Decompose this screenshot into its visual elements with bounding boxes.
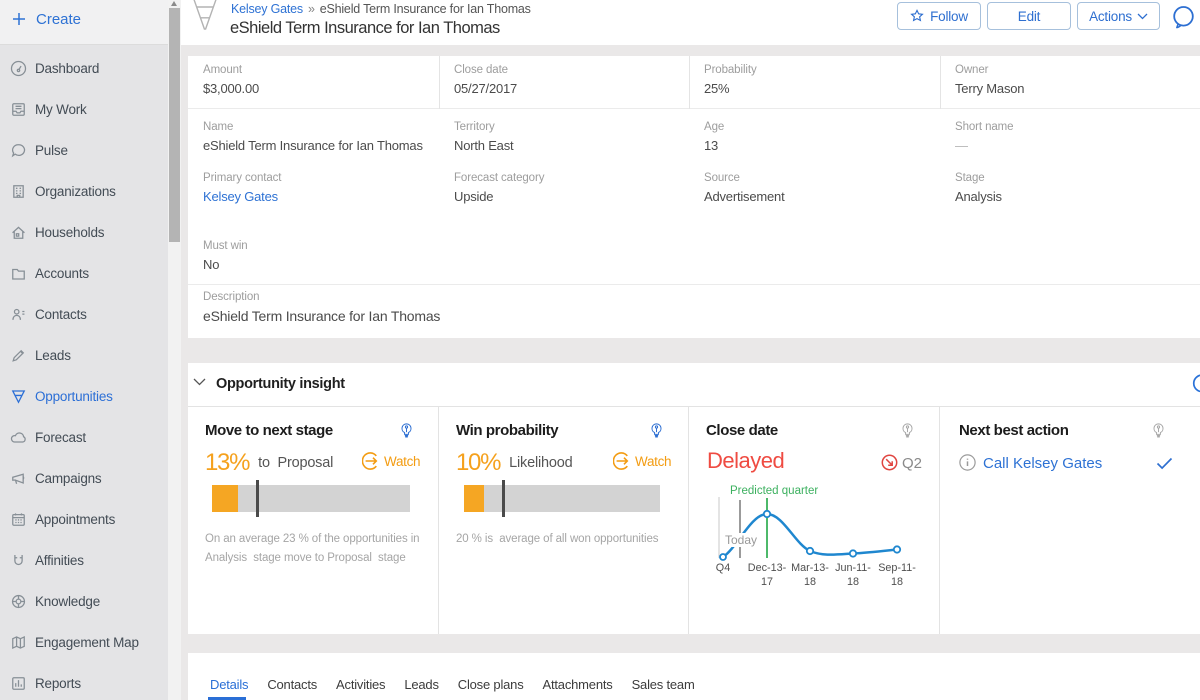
svg-text:18: 18	[804, 576, 816, 588]
svg-text:Predicted quarter: Predicted quarter	[730, 485, 818, 497]
svg-text:Dec-13-: Dec-13-	[748, 562, 787, 574]
svg-text:Jun-11-: Jun-11-	[835, 562, 871, 574]
svg-text:Q4: Q4	[716, 562, 730, 574]
svg-text:Today: Today	[725, 533, 757, 547]
svg-text:17: 17	[761, 576, 773, 588]
svg-text:Mar-13-: Mar-13-	[791, 562, 829, 574]
svg-text:18: 18	[891, 576, 903, 588]
svg-text:Sep-11-: Sep-11-	[878, 562, 916, 574]
svg-text:18: 18	[847, 576, 859, 588]
